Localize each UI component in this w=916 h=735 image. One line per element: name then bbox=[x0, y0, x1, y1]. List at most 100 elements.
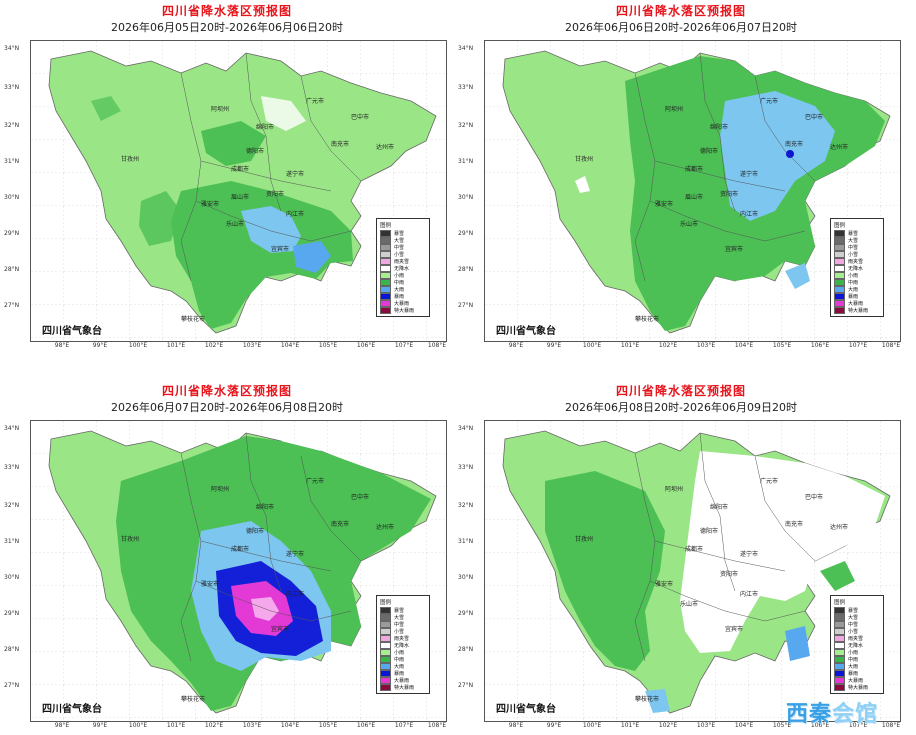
city-label: 遂宁市 bbox=[286, 550, 304, 558]
lon-label: 102°E bbox=[204, 342, 224, 349]
lon-label: 98°E bbox=[508, 342, 524, 349]
lat-label: 34°N bbox=[458, 425, 474, 432]
city-label: 广元市 bbox=[306, 477, 324, 485]
legend: 图例 暴雪 大雪 中雪 小雪 雨夹雪 无降水 小雨 中雨 大雨 暴雨 大暴雨 特大暴雨 bbox=[376, 218, 430, 317]
legend-label: 大雪 bbox=[848, 238, 859, 244]
legend-item: 雨夹雪 bbox=[834, 258, 880, 265]
legend-label: 小雪 bbox=[394, 629, 405, 635]
legend-item: 小雪 bbox=[380, 251, 426, 258]
legend-item: 暴雨 bbox=[380, 670, 426, 677]
legend-swatch bbox=[834, 307, 845, 314]
city-label: 南充市 bbox=[785, 140, 803, 148]
panel-title: 四川省降水落区预报图 bbox=[615, 4, 746, 18]
legend-swatch bbox=[380, 607, 391, 614]
lat-label: 30°N bbox=[4, 574, 20, 581]
lon-label: 108°E bbox=[881, 722, 901, 729]
lat-label: 30°N bbox=[458, 574, 474, 581]
panel-title: 四川省降水落区预报图 bbox=[615, 384, 746, 398]
lat-label: 34°N bbox=[458, 45, 474, 52]
lat-label: 33°N bbox=[4, 464, 20, 471]
city-label: 巴中市 bbox=[351, 113, 369, 121]
legend-item: 无降水 bbox=[380, 265, 426, 272]
lon-label: 105°E bbox=[318, 342, 338, 349]
city-label: 成都市 bbox=[231, 545, 249, 553]
legend-label: 小雨 bbox=[394, 650, 405, 656]
legend-swatch bbox=[380, 265, 391, 272]
legend-label: 暴雪 bbox=[394, 608, 405, 614]
legend-item: 暴雨 bbox=[834, 293, 880, 300]
city-label: 广元市 bbox=[760, 97, 778, 105]
legend-item: 小雨 bbox=[834, 272, 880, 279]
city-label: 阿坝州 bbox=[665, 105, 683, 113]
lon-label: 101°E bbox=[620, 722, 640, 729]
legend-label: 小雨 bbox=[848, 273, 859, 279]
city-label: 达州市 bbox=[830, 143, 848, 151]
lon-label: 103°E bbox=[242, 342, 262, 349]
legend-label: 暴雨 bbox=[848, 294, 859, 300]
forecast-panel-4: 四川省降水落区预报图 2026年06月08日20时-2026年06月09日20时… bbox=[456, 380, 906, 735]
legend-swatch bbox=[834, 293, 845, 300]
lon-label: 99°E bbox=[546, 342, 562, 349]
legend-item: 中雨 bbox=[380, 279, 426, 286]
legend-swatch bbox=[380, 293, 391, 300]
legend-swatch bbox=[380, 649, 391, 656]
lon-label: 101°E bbox=[166, 722, 186, 729]
legend-swatch bbox=[834, 230, 845, 237]
lon-label: 106°E bbox=[810, 722, 830, 729]
lat-label: 27°N bbox=[458, 302, 474, 309]
lon-label: 101°E bbox=[620, 342, 640, 349]
legend-label: 中雨 bbox=[848, 657, 859, 663]
legend-swatch bbox=[380, 670, 391, 677]
city-label: 遂宁市 bbox=[740, 170, 758, 178]
lon-label: 105°E bbox=[772, 342, 792, 349]
legend-swatch bbox=[834, 677, 845, 684]
legend-swatch bbox=[834, 614, 845, 621]
city-label: 甘孜州 bbox=[121, 535, 139, 543]
city-label: 南充市 bbox=[331, 520, 349, 528]
legend-item: 雨夹雪 bbox=[380, 258, 426, 265]
legend-item: 中雪 bbox=[834, 244, 880, 251]
legend-swatch bbox=[834, 279, 845, 286]
panel-period: 2026年06月08日20时-2026年06月09日20时 bbox=[565, 401, 797, 414]
city-label: 巴中市 bbox=[351, 493, 369, 501]
legend-swatch bbox=[380, 300, 391, 307]
city-label: 雅安市 bbox=[655, 200, 673, 208]
legend-swatch bbox=[834, 237, 845, 244]
legend-item: 大雪 bbox=[380, 614, 426, 621]
legend-item: 小雪 bbox=[380, 628, 426, 635]
city-label: 攀枝花市 bbox=[181, 315, 205, 323]
legend-title: 图例 bbox=[834, 600, 846, 606]
legend-item: 中雪 bbox=[834, 621, 880, 628]
panel-title: 四川省降水落区预报图 bbox=[161, 4, 292, 18]
legend-swatch bbox=[834, 258, 845, 265]
city-label: 攀枝花市 bbox=[181, 695, 205, 703]
legend-swatch bbox=[380, 621, 391, 628]
legend-item: 特大暴雨 bbox=[834, 684, 880, 691]
legend-item: 大雨 bbox=[834, 663, 880, 670]
lat-label: 31°N bbox=[4, 158, 20, 165]
legend-label: 大暴雨 bbox=[848, 678, 864, 684]
city-label: 达州市 bbox=[376, 523, 394, 531]
bureau-label: 四川省气象台 bbox=[496, 326, 556, 337]
city-label: 宜宾市 bbox=[725, 245, 743, 253]
city-label: 眉山市 bbox=[685, 193, 703, 201]
legend-swatch bbox=[380, 258, 391, 265]
lon-label: 104°E bbox=[280, 722, 300, 729]
legend-item: 无降水 bbox=[380, 642, 426, 649]
lon-label: 99°E bbox=[92, 342, 108, 349]
lon-label: 98°E bbox=[54, 722, 70, 729]
legend-title: 图例 bbox=[380, 223, 392, 229]
city-label: 甘孜州 bbox=[121, 155, 139, 163]
lon-label: 108°E bbox=[881, 342, 901, 349]
legend-label: 小雪 bbox=[394, 252, 405, 258]
legend-label: 大雨 bbox=[848, 287, 859, 293]
lat-label: 32°N bbox=[458, 122, 474, 129]
legend-label: 小雪 bbox=[848, 629, 859, 635]
legend-swatch bbox=[380, 251, 391, 258]
legend-label: 暴雨 bbox=[848, 671, 859, 677]
legend-swatch bbox=[380, 286, 391, 293]
lat-label: 30°N bbox=[4, 194, 20, 201]
legend-label: 大雨 bbox=[848, 664, 859, 670]
